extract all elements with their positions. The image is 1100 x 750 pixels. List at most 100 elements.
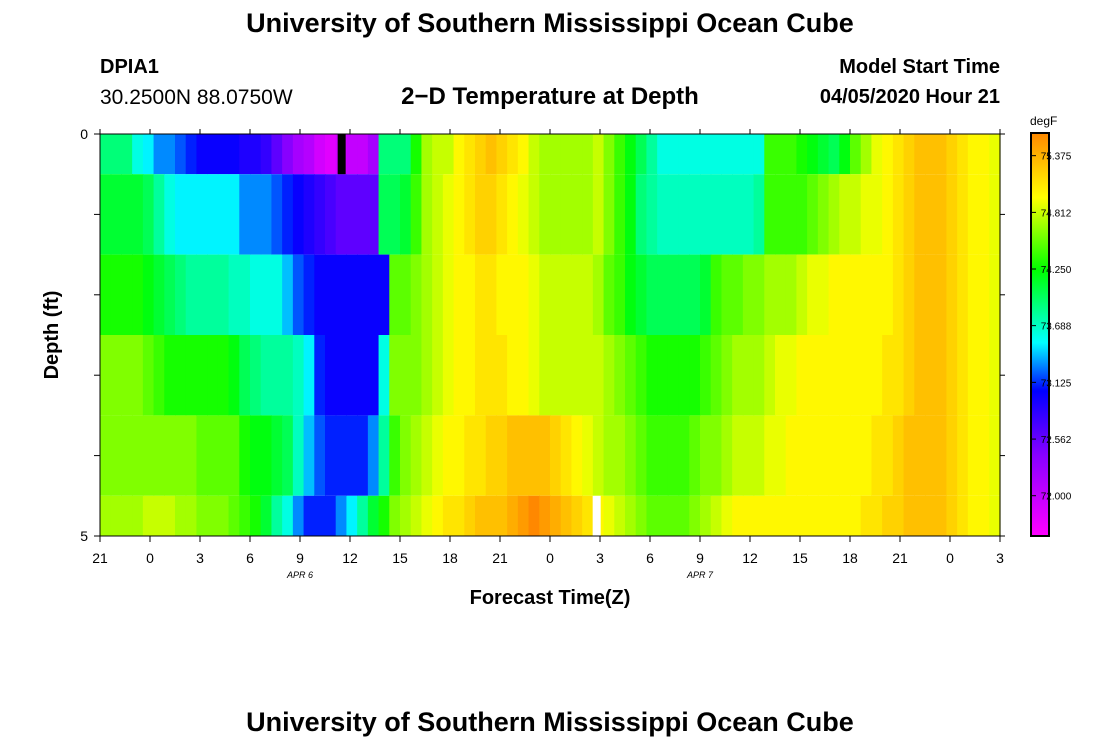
- heatmap-cell: [989, 174, 1001, 255]
- heatmap-cell: [667, 335, 680, 416]
- heatmap-cell: [400, 415, 412, 496]
- heatmap-cell: [839, 174, 851, 255]
- heatmap-cell: [828, 495, 840, 536]
- heatmap-cell: [271, 415, 283, 496]
- heatmap-cell: [260, 415, 273, 496]
- y-tick-label: 5: [80, 528, 88, 544]
- y-axis: 05: [80, 126, 1005, 544]
- heatmap-cell: [571, 134, 583, 175]
- heatmap-cell: [678, 174, 690, 255]
- heatmap-cell: [957, 254, 969, 335]
- heatmap-cell: [142, 335, 155, 416]
- heatmap-cell: [742, 134, 755, 175]
- heatmap-cell: [217, 495, 230, 536]
- heatmap-cell: [678, 495, 690, 536]
- heatmap-cell: [250, 254, 262, 335]
- heatmap-cell: [250, 495, 262, 536]
- x-tick-label: 12: [742, 550, 758, 566]
- heatmap-cell: [175, 335, 187, 416]
- heatmap-cell: [560, 254, 573, 335]
- heatmap-cell: [560, 415, 573, 496]
- missing-data-cell: [592, 495, 601, 536]
- heatmap-cell: [839, 134, 851, 175]
- heatmap-cell: [785, 134, 798, 175]
- x-tick-label: 21: [892, 550, 908, 566]
- heatmap-cell: [592, 335, 605, 416]
- heatmap-cell: [817, 495, 830, 536]
- heatmap-cell: [132, 174, 144, 255]
- heatmap-cell: [110, 415, 123, 496]
- heatmap-cell: [957, 495, 969, 536]
- heatmap-cell: [903, 415, 915, 496]
- heatmap-cell: [121, 134, 133, 175]
- heatmap-cell: [175, 495, 187, 536]
- heatmap-cell: [325, 335, 337, 416]
- heatmap-cell: [517, 174, 530, 255]
- heatmap-cell: [153, 415, 165, 496]
- heatmap-cell: [678, 335, 690, 416]
- heatmap-cell: [207, 415, 219, 496]
- heatmap-cell: [860, 495, 873, 536]
- heatmap-cell: [196, 495, 208, 536]
- heatmap-cell: [882, 134, 894, 175]
- heatmap-cell: [582, 174, 594, 255]
- heatmap-cell: [817, 415, 830, 496]
- heatmap-cell: [742, 495, 755, 536]
- heatmap-cell: [528, 254, 540, 335]
- heatmap-cell: [314, 335, 326, 416]
- heatmap-cell: [635, 495, 648, 536]
- heatmap-cell: [207, 335, 219, 416]
- heatmap-cell: [303, 254, 315, 335]
- heatmap-cell: [250, 174, 262, 255]
- heatmap-cell: [839, 335, 851, 416]
- heatmap-cell: [667, 415, 680, 496]
- date-label: APR 6: [286, 570, 313, 580]
- heatmap-cell: [496, 134, 508, 175]
- heatmap-cell: [421, 495, 433, 536]
- page-title: University of Southern Mississippi Ocean…: [246, 8, 854, 38]
- heatmap-cell: [753, 415, 765, 496]
- heatmap-cell: [657, 415, 669, 496]
- heatmap-cell: [860, 335, 873, 416]
- heatmap-cell: [432, 495, 444, 536]
- heatmap-cell: [421, 174, 433, 255]
- heatmap-cell: [935, 254, 948, 335]
- heatmap-cell: [217, 174, 230, 255]
- heatmap-cell: [967, 495, 980, 536]
- heatmap-cell: [892, 254, 905, 335]
- heatmap-cell: [410, 254, 423, 335]
- heatmap-cell: [292, 134, 305, 175]
- heatmap-cell: [625, 495, 637, 536]
- heatmap-cell: [614, 174, 626, 255]
- heatmap-cell: [860, 415, 873, 496]
- heatmap-cell: [367, 335, 380, 416]
- heatmap-cell: [775, 495, 787, 536]
- heatmap-cell: [110, 254, 123, 335]
- heatmap-cell: [775, 174, 787, 255]
- x-tick-label: 15: [792, 550, 808, 566]
- heatmap-cell: [646, 174, 658, 255]
- colorbar-tick-label: 74.250: [1041, 265, 1072, 276]
- heatmap-cell: [367, 415, 380, 496]
- heatmap-cell: [153, 254, 165, 335]
- heatmap-cell: [603, 174, 615, 255]
- heatmap-cell: [228, 254, 240, 335]
- x-tick-label: 9: [296, 550, 304, 566]
- heatmap-cell: [839, 495, 851, 536]
- heatmap-cell: [753, 495, 765, 536]
- heatmap-cell: [764, 415, 776, 496]
- heatmap-cell: [335, 415, 348, 496]
- heatmap-cell: [764, 174, 776, 255]
- heatmap-cell: [732, 174, 744, 255]
- heatmap-cell: [721, 415, 733, 496]
- heatmap-cell: [335, 174, 348, 255]
- heatmap-cell: [828, 254, 840, 335]
- heatmap-cell: [185, 254, 198, 335]
- heatmap-cell: [925, 174, 937, 255]
- heatmap-cell: [892, 415, 905, 496]
- model-start-value: 04/05/2020 Hour 21: [819, 86, 1000, 108]
- heatmap-cell: [410, 495, 423, 536]
- heatmap-cell: [142, 134, 155, 175]
- heatmap-cell: [785, 335, 798, 416]
